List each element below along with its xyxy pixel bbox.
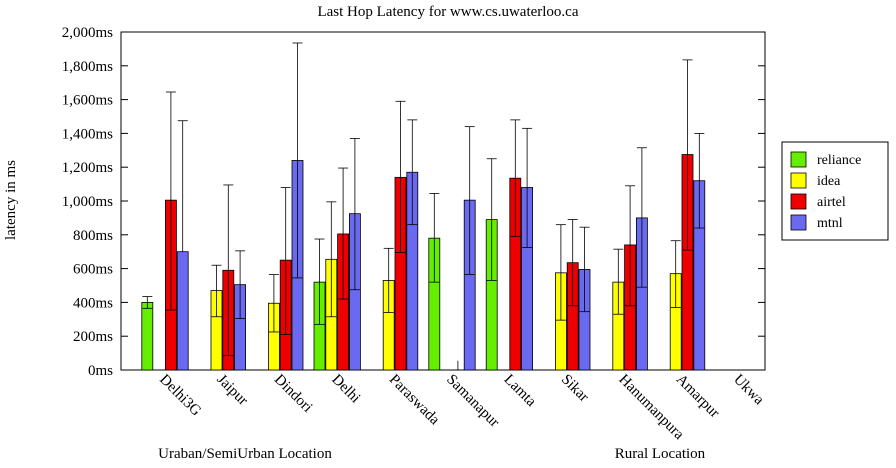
legend-label-mtnl: mtnl xyxy=(817,216,843,231)
y-tick-label: 400ms xyxy=(73,295,113,311)
y-tick-label: 600ms xyxy=(73,262,113,278)
x-category-label: Delhi3G xyxy=(156,372,204,420)
x-group-label: Rural Location xyxy=(615,446,706,462)
y-tick-label: 1,600ms xyxy=(62,93,113,109)
plot-area: 0ms 200ms 400ms 600ms 800ms 1,000ms 1,200ms 1,4… xyxy=(62,25,767,462)
x-category-label: Ukwa xyxy=(730,372,767,409)
legend-swatch-idea xyxy=(790,172,807,189)
y-tick-label: 1,400ms xyxy=(62,126,113,142)
x-category-label: Jaipur xyxy=(214,372,251,409)
legend-label-reliance: reliance xyxy=(817,153,861,168)
y-tick-label: 1,000ms xyxy=(62,194,113,210)
legend-swatch-mtnl xyxy=(790,214,807,231)
x-category-label: Paraswada xyxy=(386,372,443,429)
x-category-label: Amarpur xyxy=(673,372,723,422)
x-category-label: Dindori xyxy=(271,372,315,416)
legend-swatch-reliance xyxy=(790,151,807,168)
bar-mtnl-delhi3g xyxy=(176,251,189,371)
x-category-label: Sikar xyxy=(558,372,592,406)
y-tick-label: 200ms xyxy=(73,329,113,345)
y-tick-label: 800ms xyxy=(73,228,113,244)
y-tick-label: 0ms xyxy=(88,363,113,379)
bar-reliance-delhi3g xyxy=(141,301,154,371)
x-group-label: Uraban/SemiUrban Location xyxy=(158,446,332,462)
x-category-label: Lamta xyxy=(501,372,540,411)
legend-swatch-airtel xyxy=(790,193,807,210)
y-tick-label: 1,200ms xyxy=(62,160,113,176)
y-tick-label: 1,800ms xyxy=(62,59,113,75)
y-tick-label: 2,000ms xyxy=(62,25,113,41)
x-category-label: Samanapur xyxy=(443,372,502,431)
chart-title: Last Hop Latency for www.cs.uwaterloo.ca xyxy=(317,4,578,20)
y-axis-label: latency in ms xyxy=(3,160,19,240)
legend: reliance idea airtel mtnl xyxy=(781,141,889,241)
legend-label-airtel: airtel xyxy=(817,195,846,210)
legend-label-idea: idea xyxy=(817,174,841,189)
x-category-label: Delhi xyxy=(328,372,363,407)
